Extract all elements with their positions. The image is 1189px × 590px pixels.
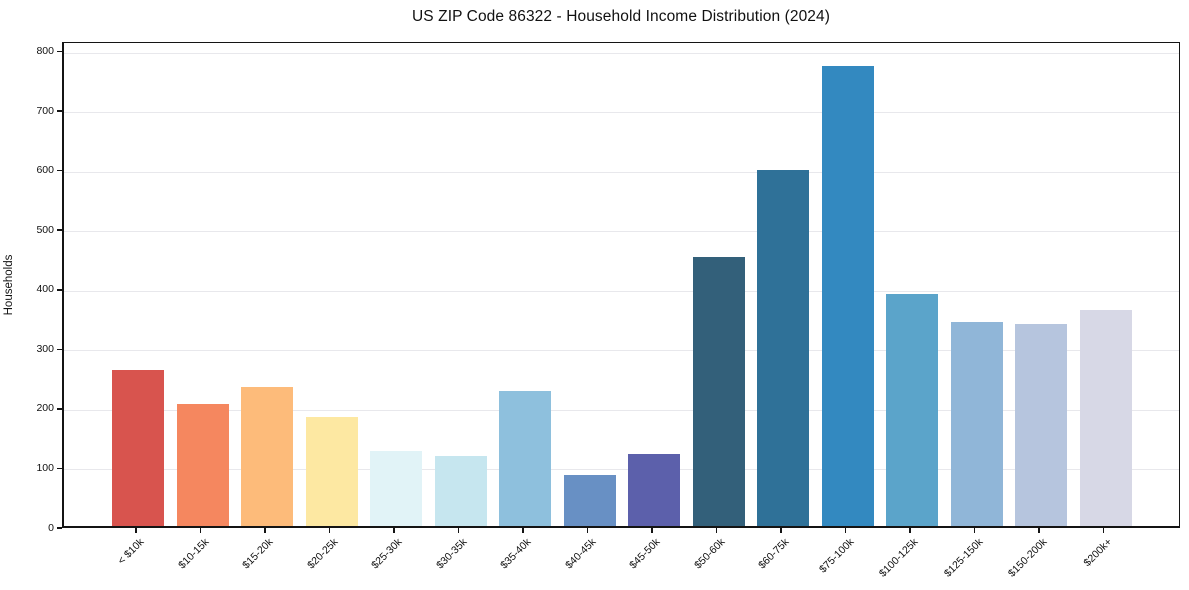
y-tick-200 (57, 408, 62, 410)
x-tick-8 (651, 528, 653, 533)
bar-10-15k (176, 403, 229, 526)
bar-35-40k (499, 390, 551, 526)
bar-30-35k (434, 455, 487, 526)
x-tick-label-0: < $10k (115, 536, 147, 567)
bar-100-125k (886, 293, 938, 526)
bar-60-75k (757, 170, 809, 526)
y-tick-label-800: 800 (36, 45, 54, 57)
y-tick-400 (57, 289, 62, 291)
y-tick-label-500: 500 (36, 223, 54, 236)
y-tick-label-100: 100 (36, 461, 54, 474)
y-tick-500 (57, 229, 62, 231)
x-tick-2 (264, 528, 266, 533)
bar-50-60k (692, 256, 745, 526)
y-tick-label-200: 200 (36, 402, 54, 415)
gridline-y-600 (64, 171, 1179, 173)
gridline-y-300 (64, 350, 1179, 352)
x-tick-9 (715, 528, 718, 533)
y-tick-label-400: 400 (36, 283, 54, 296)
bar-200k (1079, 310, 1132, 526)
y-tick-label-300: 300 (36, 342, 54, 355)
bar-10k (112, 370, 164, 526)
x-tick-4 (393, 528, 395, 533)
bar-25-30k (370, 451, 422, 526)
x-tick-5 (457, 528, 460, 533)
gridline-y-100 (64, 469, 1179, 471)
gridline-y-800 (64, 52, 1179, 54)
gridline-y-500 (64, 231, 1179, 233)
plot-area (62, 42, 1180, 528)
y-tick-label-700: 700 (36, 104, 54, 117)
y-tick-label-0: 0 (48, 521, 54, 534)
gridline-y-700 (64, 112, 1179, 114)
y-tick-700 (57, 110, 62, 112)
y-tick-0 (57, 527, 62, 529)
y-tick-600 (57, 169, 62, 172)
x-tick-14 (1038, 528, 1040, 533)
gridline-y-400 (64, 290, 1179, 292)
bar-150-200k (1015, 323, 1067, 526)
x-tick-7 (586, 528, 589, 533)
x-tick-6 (522, 528, 524, 533)
x-tick-12 (909, 528, 911, 533)
x-tick-0 (135, 528, 137, 533)
bar-20-25k (305, 417, 358, 526)
gridline-y-200 (64, 409, 1179, 411)
bar-15-20k (241, 387, 293, 526)
chart-title: US ZIP Code 86322 - Household Income Dis… (411, 8, 830, 25)
x-tick-10 (780, 528, 782, 533)
y-axis-label: Households (3, 254, 15, 316)
y-tick-100 (57, 467, 62, 470)
x-tick-3 (328, 528, 331, 533)
bar-125-150k (950, 322, 1003, 526)
bar-45-50k (628, 453, 680, 526)
y-tick-800 (57, 50, 62, 53)
bar-40-45k (563, 475, 616, 526)
y-tick-label-600: 600 (36, 164, 54, 177)
x-tick-11 (844, 528, 847, 533)
y-tick-300 (57, 348, 62, 351)
x-tick-15 (1102, 528, 1105, 533)
x-tick-1 (199, 528, 202, 533)
bar-75-100k (821, 65, 874, 526)
x-tick-13 (973, 528, 976, 533)
